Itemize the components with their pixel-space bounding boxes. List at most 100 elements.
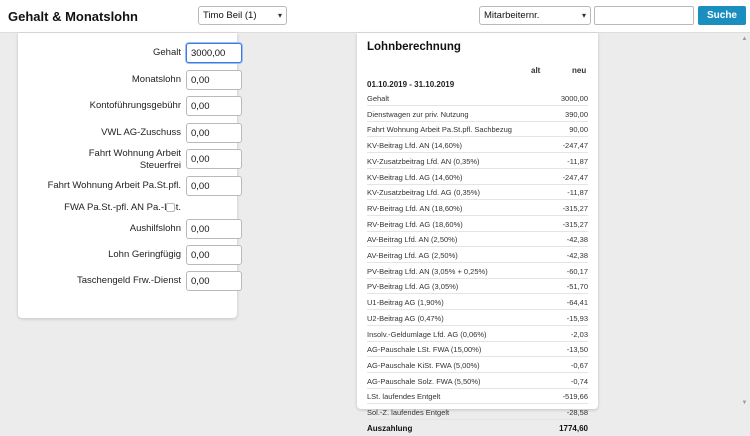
- lohn-row: AG-Pauschale KiSt. FWA (5,00%) -0,67: [367, 358, 588, 373]
- lohn-row-label: AV-Beitrag Lfd. AN (2,50%): [367, 235, 458, 245]
- lohn-row: AG-Pauschale Solz. FWA (5,50%) -0,74: [367, 374, 588, 389]
- lohn-row-label: KV-Zusatzbeitrag Lfd. AN (0,35%): [367, 156, 480, 166]
- lohn-row-value: -51,70: [566, 282, 588, 292]
- vwl-ag-zuschuss-input[interactable]: [186, 123, 242, 143]
- lohn-row: Gehalt 3000,00: [367, 91, 588, 106]
- field-label: Aushilfslohn: [129, 223, 181, 234]
- lohn-row: U1-Beitrag AG (1,90%) -64,41: [367, 295, 588, 311]
- lohn-row-label: AV-Beitrag Lfd. AG (2,50%): [367, 251, 458, 260]
- lohn-row-label: RV-Beitrag Lfd. AG (18,60%): [367, 219, 463, 229]
- chevron-down-icon: ▾: [277, 11, 282, 20]
- lohn-row: KV-Zusatzbeitrag Lfd. AG (0,35%) -11,87: [367, 185, 588, 201]
- lohn-row: RV-Beitrag Lfd. AG (18,60%) -315,27: [367, 217, 588, 232]
- scroll-down-icon[interactable]: ▼: [741, 400, 748, 406]
- lohn-row-label: AG-Pauschale Solz. FWA (5,50%): [367, 376, 481, 386]
- lohn-row-value: -0,67: [570, 360, 588, 370]
- lohn-row-value: 390,00: [565, 109, 588, 119]
- lohn-row: KV-Zusatzbeitrag Lfd. AN (0,35%) -11,87: [367, 154, 588, 169]
- lohn-row-value: -28,58: [566, 408, 588, 417]
- lohn-row-label: PV-Beitrag Lfd. AN (3,05% + 0,25%): [367, 266, 488, 276]
- lohn-row: PV-Beitrag Lfd. AN (3,05% + 0,25%) -60,17: [367, 264, 588, 279]
- lohn-row: AV-Beitrag Lfd. AN (2,50%) -42,38: [367, 232, 588, 248]
- lohn-row-value: -60,17: [566, 266, 588, 276]
- chevron-down-icon: ▾: [581, 11, 586, 20]
- lohn-row-label: Sol.-Z. laufendes Entgelt: [367, 408, 450, 417]
- lohn-row-value: -315,27: [562, 219, 588, 229]
- lohn-row: Insolv.-Geldumlage Lfd. AG (0,06%) -2,03: [367, 327, 588, 342]
- employee-select[interactable]: Timo Beil (1) ▾: [198, 6, 287, 25]
- salary-form-panel: Gehalt Monatslohn Kontoführungsgebühr VW…: [18, 33, 242, 318]
- lohn-row-label: Insolv.-Geldumlage Lfd. AG (0,06%): [367, 329, 487, 339]
- field-label: Fahrt Wohnung Arbeit Pa.St.pfl.: [47, 180, 181, 191]
- taschengeld-input[interactable]: [186, 271, 242, 291]
- lohn-row-value: -247,47: [562, 172, 588, 182]
- lohn-row: Fahrt Wohnung Arbeit Pa.St.pfl. Sachbezu…: [367, 122, 588, 138]
- lohn-row-value: -11,87: [567, 156, 588, 166]
- search-input[interactable]: [594, 6, 694, 25]
- lohn-row: U2-Beitrag AG (0,47%) -15,93: [367, 311, 588, 326]
- lohn-row-value: 3000,00: [560, 94, 588, 103]
- search-button[interactable]: Suche: [698, 6, 746, 25]
- lohn-row-value: -0,74: [570, 376, 588, 386]
- lohn-row: PV-Beitrag Lfd. AG (3,05%) -51,70: [367, 279, 588, 295]
- lohn-row-label: U2-Beitrag AG (0,47%): [367, 313, 444, 323]
- field-label: FWA Pa.St.-pfl. AN Pa.-LSt.: [64, 202, 181, 213]
- period-range: 01.10.2019 - 31.10.2019: [367, 80, 455, 89]
- lohn-row: Dienstwagen zur priv. Nutzung 390,00: [367, 107, 588, 122]
- fwa-pa-lst-checkbox[interactable]: [166, 203, 175, 212]
- lohn-row-label: Dienstwagen zur priv. Nutzung: [367, 109, 469, 119]
- top-bar: Gehalt & Monatslohn Timo Beil (1) ▾ Mita…: [0, 0, 750, 33]
- search-field-select-value: Mitarbeiternr.: [484, 10, 540, 21]
- lohn-row-label: AG-Pauschale LSt. FWA (15,00%): [367, 345, 482, 355]
- lohn-row-label: AG-Pauschale KiSt. FWA (5,00%): [367, 360, 480, 370]
- lohn-row: AV-Beitrag Lfd. AG (2,50%) -42,38: [367, 248, 588, 263]
- lohn-row: LSt. laufendes Entgelt -519,66: [367, 389, 588, 405]
- field-label: Fahrt Wohnung Arbeit Steuerfrei: [88, 148, 181, 171]
- fwa-pastpfl-input[interactable]: [186, 176, 242, 196]
- lohn-row-value: -64,41: [566, 298, 588, 308]
- lohnberechnung-title: Lohnberechnung: [367, 41, 461, 53]
- page-scrollbar[interactable]: ▲ ▼: [741, 36, 748, 410]
- lohn-row-label: KV-Beitrag Lfd. AN (14,60%): [367, 141, 463, 151]
- lohn-row-label: Fahrt Wohnung Arbeit Pa.St.pfl. Sachbezu…: [367, 125, 512, 135]
- lohn-row-value: -11,87: [567, 188, 588, 198]
- field-label: Monatslohn: [131, 74, 181, 85]
- field-label: Gehalt: [153, 47, 181, 58]
- lohn-row-value: -42,38: [566, 235, 588, 245]
- lohn-row-value: -15,93: [566, 313, 588, 323]
- fwa-steuerfrei-input[interactable]: [186, 149, 242, 169]
- scroll-up-icon[interactable]: ▲: [741, 36, 748, 42]
- employee-select-value: Timo Beil (1): [203, 10, 257, 21]
- lohn-row-value: -42,38: [566, 251, 588, 260]
- lohn-row: KV-Beitrag Lfd. AG (14,60%) -247,47: [367, 170, 588, 185]
- lohn-row-label: LSt. laufendes Entgelt: [367, 392, 441, 402]
- aushilfslohn-input[interactable]: [186, 219, 242, 239]
- lohn-geringfuegig-input[interactable]: [186, 245, 242, 265]
- lohn-row-label: KV-Zusatzbeitrag Lfd. AG (0,35%): [367, 188, 480, 198]
- page-title: Gehalt & Monatslohn: [8, 9, 138, 24]
- lohn-row-label: U1-Beitrag AG (1,90%): [367, 298, 444, 308]
- lohn-row-value: -519,66: [562, 392, 588, 402]
- field-label: Taschengeld Frw.-Dienst: [76, 275, 181, 286]
- lohn-row-value: -13,50: [566, 345, 588, 355]
- lohn-row-value: 90,00: [569, 125, 588, 135]
- column-header-neu: neu: [572, 66, 587, 75]
- lohn-row-value: -2,03: [570, 329, 588, 339]
- lohn-row: Sol.-Z. laufendes Entgelt -28,58: [367, 405, 588, 420]
- lohn-row: KV-Beitrag Lfd. AN (14,60%) -247,47: [367, 138, 588, 154]
- auszahlung-label: Auszahlung: [367, 423, 413, 433]
- auszahlung-value: 1774,60: [559, 423, 588, 433]
- gehalt-input[interactable]: [186, 43, 242, 63]
- auszahlung-row: Auszahlung 1774,60: [367, 421, 588, 436]
- lohn-row-label: KV-Beitrag Lfd. AG (14,60%): [367, 172, 463, 182]
- lohn-row: AG-Pauschale LSt. FWA (15,00%) -13,50: [367, 342, 588, 358]
- field-label: Lohn Geringfügig: [108, 249, 181, 260]
- search-field-select[interactable]: Mitarbeiternr. ▾: [479, 6, 591, 25]
- lohn-row-label: PV-Beitrag Lfd. AG (3,05%): [367, 282, 459, 292]
- lohnberechnung-panel: Lohnberechnung alt neu 01.10.2019 - 31.1…: [357, 33, 598, 433]
- column-header-alt: alt: [531, 66, 541, 75]
- kontofuehrungsgebuehr-input[interactable]: [186, 96, 242, 116]
- monatslohn-input[interactable]: [186, 70, 242, 90]
- lohn-row-value: -315,27: [562, 203, 588, 213]
- lohn-row-label: Gehalt: [367, 94, 390, 103]
